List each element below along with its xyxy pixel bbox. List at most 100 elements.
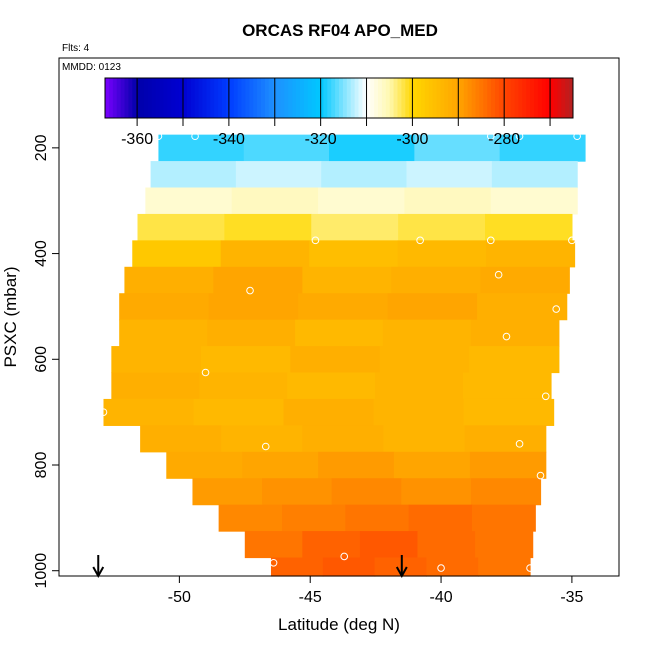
colorbar-swatch-75: [397, 78, 402, 118]
sample-point-3: [515, 132, 524, 141]
colorbar-swatch-4: [120, 78, 125, 118]
heatmap-cell-r13-c3: [401, 478, 472, 506]
heatmap-cell-r16-c1: [322, 557, 376, 577]
colorbar-swatch-64: [354, 78, 359, 118]
colorbar-swatch-19: [179, 78, 184, 118]
y-tick-label-0: 200: [33, 134, 50, 161]
colorbar-swatch-53: [311, 78, 317, 118]
heatmap-cell-r9-c1: [199, 372, 288, 400]
heatmap-cell-r7-c0: [119, 319, 208, 347]
heatmap-cell-r11-c2: [302, 425, 385, 453]
colorbar-swatch-22: [190, 78, 196, 118]
colorbar-swatch-51: [303, 78, 309, 118]
colorbar-swatch-86: [440, 78, 445, 118]
colorbar-swatch-77: [405, 78, 410, 118]
heatmap-cell-r0-c0: [158, 134, 245, 162]
heatmap-cell-r6-c2: [298, 293, 389, 321]
plot-frame: [58, 57, 620, 577]
sample-point-10: [115, 285, 123, 293]
colorbar-swatch-42: [268, 78, 274, 118]
colorbar-swatch-26: [206, 78, 211, 118]
heatmap-cells: [103, 134, 586, 577]
colorbar-swatch-98: [487, 78, 492, 118]
colorbar-swatch-65: [358, 78, 363, 118]
sample-point-23: [526, 564, 534, 572]
colorbar-swatch-72: [385, 78, 391, 118]
colorbar-swatch-103: [506, 78, 512, 118]
colorbar-swatch-16: [167, 78, 172, 118]
heatmap-cell-r12-c1: [242, 451, 319, 479]
heatmap-cell-r6-c0: [119, 293, 210, 321]
colorbar-swatch-36: [245, 78, 250, 118]
sample-point-16: [99, 408, 108, 416]
colorbar-swatch-35: [241, 78, 246, 118]
heatmap-cell-r1-c3: [406, 161, 493, 189]
colorbar-swatch-49: [296, 78, 301, 118]
heatmap-cell-r6-c4: [477, 293, 568, 321]
heatmap-cell-r10-c4: [463, 398, 555, 426]
colorbar-swatch-63: [350, 78, 356, 118]
heatmap-cell-r8-c4: [469, 346, 560, 374]
heatmap-cell-r0-c1: [243, 134, 330, 162]
colorbar-swatch-97: [483, 78, 488, 118]
colorbar-swatch-78: [409, 78, 414, 118]
heatmap-cell-r6-c1: [208, 293, 299, 321]
y-tick-label-2: 600: [33, 346, 50, 373]
heatmap-cell-r16-c3: [426, 557, 479, 577]
heatmap-cell-r2-c4: [490, 187, 578, 215]
heatmap-cell-r4-c4: [486, 240, 576, 268]
heatmap-cell-r13-c4: [470, 478, 542, 506]
heatmap-cell-r13-c0: [192, 478, 263, 506]
colorbar-tick-label-1: -340: [213, 131, 245, 148]
colorbar-swatch-44: [276, 78, 281, 118]
heatmap-cell-r4-c1: [220, 240, 310, 268]
heatmap-cell-r5-c3: [391, 266, 481, 294]
colorbar-swatch-58: [331, 78, 336, 118]
colorbar-swatch-9: [140, 78, 145, 118]
colorbar-swatch-21: [186, 78, 192, 118]
colorbar-swatch-83: [428, 78, 434, 118]
heatmap-cell-r11-c3: [383, 425, 466, 453]
heatmap-cell-r10-c0: [103, 398, 195, 426]
colorbar-swatch-101: [498, 78, 504, 118]
y-axis: 200 400 600 800 1000: [33, 134, 59, 589]
heatmap-cell-r14-c3: [408, 504, 473, 532]
sample-point-7: [486, 236, 495, 245]
colorbar-swatch-110: [534, 78, 539, 118]
heatmap-cell-r7-c4: [470, 319, 560, 347]
heatmap-cell-r8-c3: [379, 346, 470, 374]
heatmap-cell-r15-c4: [475, 531, 534, 559]
heatmap-cell-r14-c2: [345, 504, 410, 532]
colorbar-swatch-40: [261, 78, 266, 118]
colorbar-swatch-87: [444, 78, 449, 118]
heatmap-cell-r1-c1: [235, 161, 322, 189]
sample-point-8: [568, 236, 576, 245]
heatmap-cell-r0-c2: [329, 134, 415, 162]
colorbar-swatch-29: [218, 78, 223, 118]
colorbar-swatch-111: [537, 78, 543, 118]
colorbar-swatch-107: [522, 78, 527, 118]
colorbar-swatch-3: [116, 78, 122, 118]
colorbar-swatch-55: [319, 78, 324, 118]
colorbar-swatch-41: [264, 78, 270, 118]
colorbar-tick-label-2: -320: [305, 131, 337, 148]
colorbar-swatch-92: [463, 78, 469, 118]
heatmap-cell-r15-c2: [359, 531, 419, 559]
colorbar-swatch-2: [112, 78, 118, 118]
heatmap-cell-r0-c3: [414, 134, 501, 162]
heatmap-cell-r8-c1: [200, 346, 291, 374]
heatmap-cell-r10-c3: [373, 398, 465, 426]
heatmap-cell-r16-c2: [374, 557, 427, 577]
heatmap-cell-r8-c2: [290, 346, 381, 374]
heatmap-cell-r5-c2: [302, 266, 392, 294]
colorbar-swatch-99: [491, 78, 496, 118]
flights-note: Flts: 4: [62, 43, 90, 54]
colorbar-swatch-7: [132, 78, 137, 118]
colorbar-swatch-61: [342, 78, 348, 118]
heatmap-cell-r3-c0: [137, 213, 225, 241]
colorbar-swatch-85: [436, 78, 441, 118]
sample-point-0: [154, 132, 163, 141]
x-tick-label-3: -35: [560, 589, 583, 606]
colorbar-swatch-8: [136, 78, 141, 118]
colorbar-swatch-67: [366, 78, 371, 118]
